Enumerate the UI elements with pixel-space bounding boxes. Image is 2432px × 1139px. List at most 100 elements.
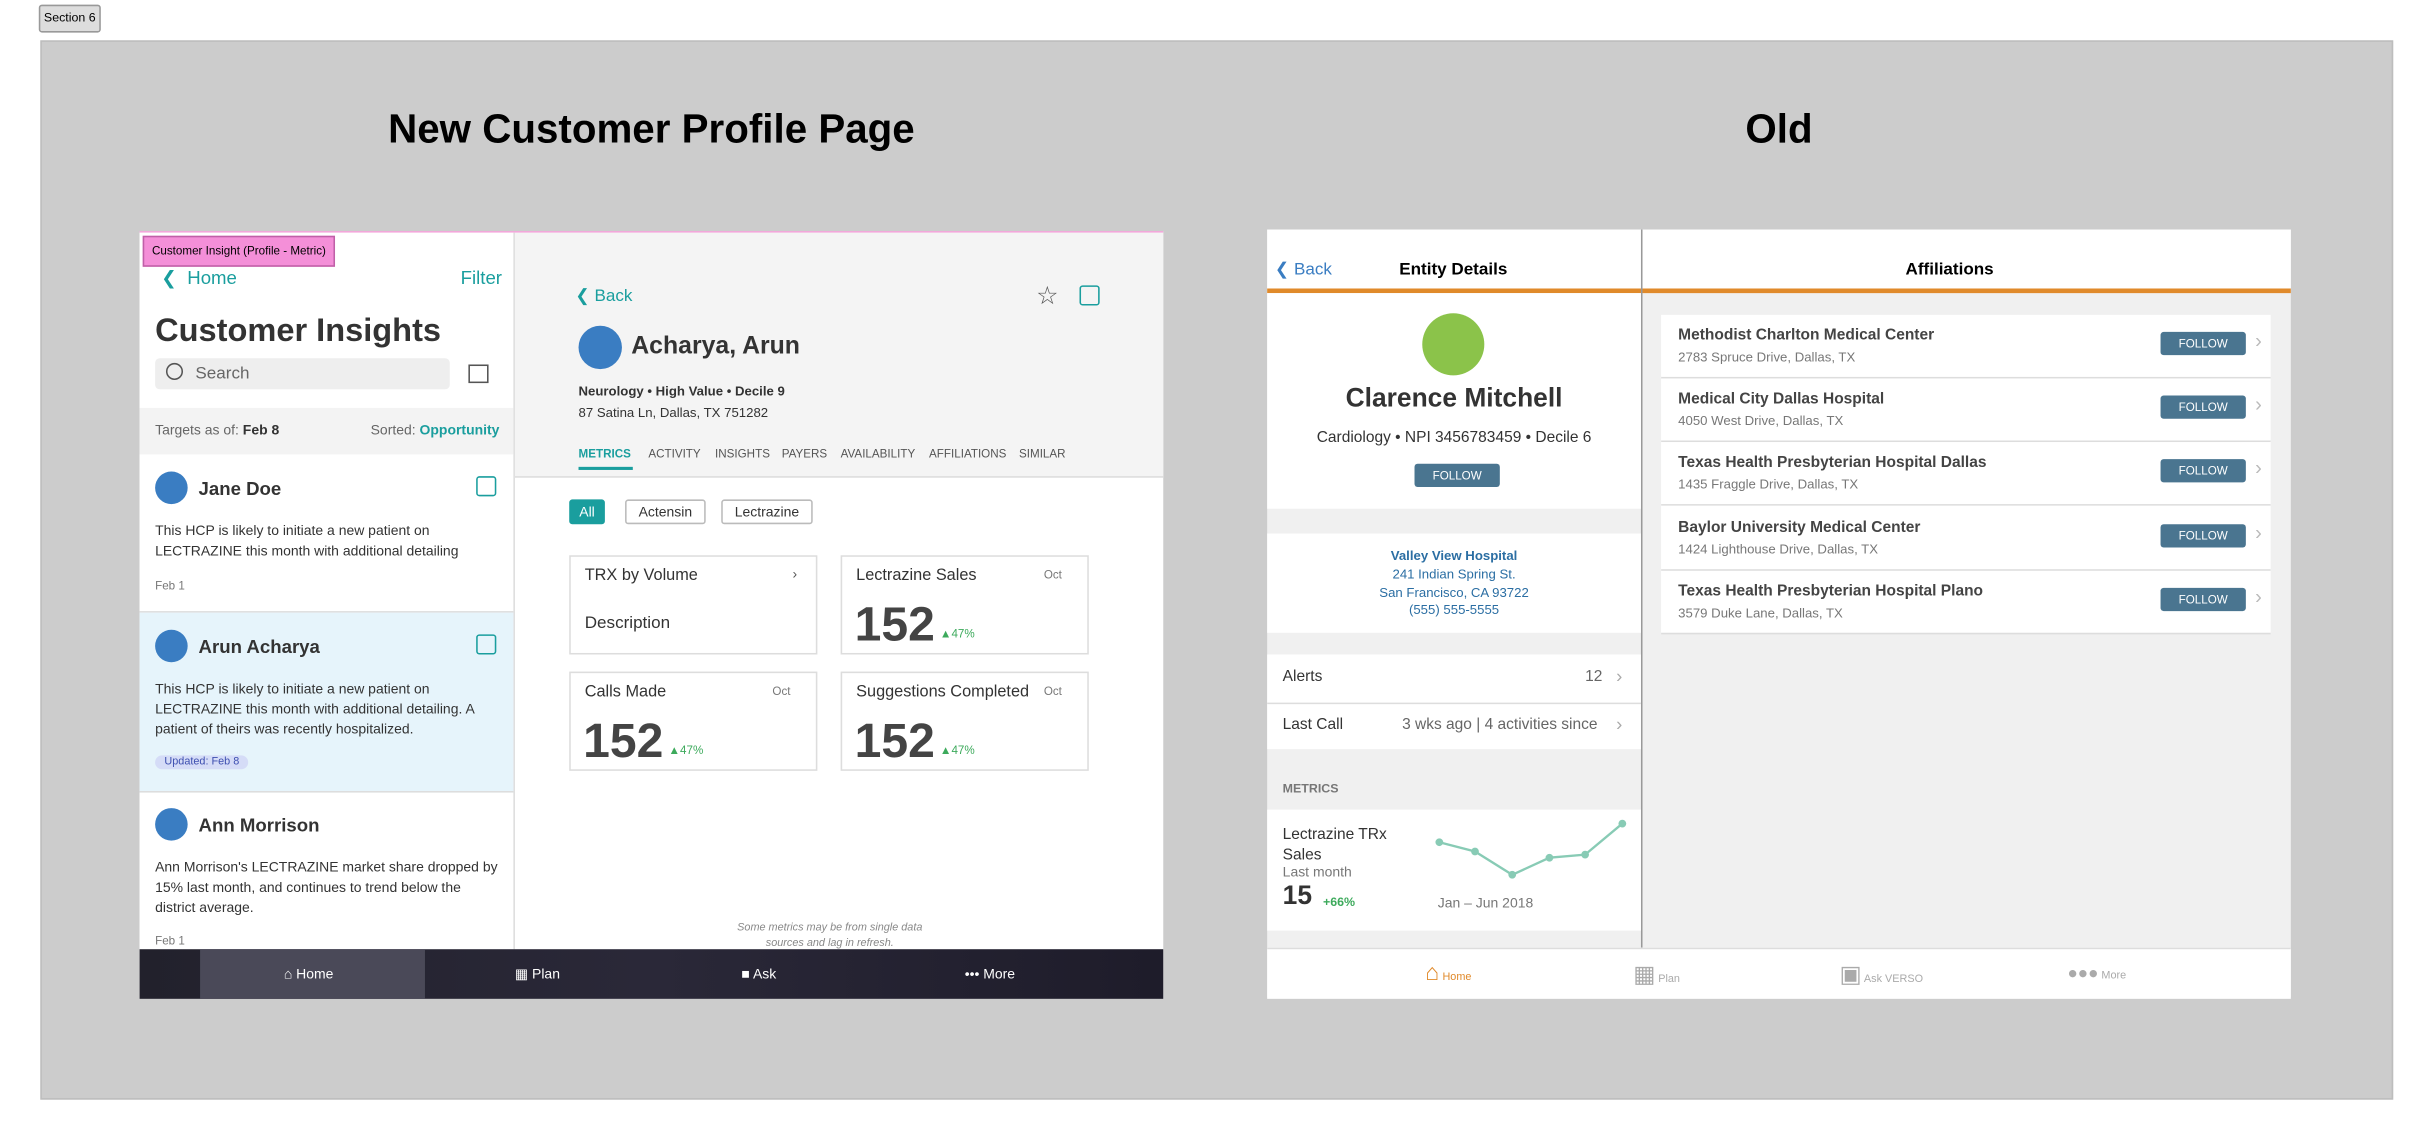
nav-active-bg [200, 949, 425, 999]
targets-label: Targets as of: [155, 421, 239, 438]
old-bottom-nav [1267, 947, 2291, 999]
card-period: Oct [772, 683, 791, 698]
star-icon[interactable]: ☆ [1036, 283, 1059, 311]
avatar [155, 629, 188, 663]
sparkline-dots [1435, 819, 1627, 879]
hospital-name[interactable]: Valley View Hospital [1390, 547, 1518, 564]
back-label: Home [187, 266, 237, 289]
up-arrow: ▲ [668, 742, 681, 757]
chevron: › [2255, 328, 2262, 353]
item-name: Arun Acharya [198, 635, 320, 658]
nav-label: Ask [752, 966, 777, 982]
metric-change: +66% [1323, 894, 1356, 909]
card[interactable] [840, 555, 1089, 655]
profile-address: 87 Satina Ln, Dallas, TX 751282 [578, 404, 769, 421]
row-separator [1267, 702, 1641, 705]
tab[interactable]: INSIGHTS [715, 446, 770, 461]
affiliation-row[interactable] [1661, 315, 2271, 379]
up-arrow: ▲ [939, 742, 952, 757]
item-date: Feb 1 [155, 578, 185, 593]
follow-button[interactable]: FOLLOW [2160, 523, 2246, 547]
back-home[interactable]: ❮ Home [161, 267, 237, 289]
follow-button[interactable]: FOLLOW [1414, 463, 1500, 488]
calendar-icon[interactable] [1079, 285, 1100, 306]
alerts-label[interactable]: Alerts [1282, 668, 1323, 686]
nav-ask[interactable]: ■ Ask [741, 966, 777, 982]
old-back[interactable]: ❮ Back [1275, 259, 1332, 280]
old-nav-ask[interactable]: ▣ Ask VERSO [1839, 960, 1923, 988]
profile-back[interactable]: ❮ Back [575, 285, 632, 306]
tab[interactable]: ACTIVITY [648, 446, 701, 461]
map-icon[interactable] [468, 364, 489, 384]
item-name: Ann Morrison [198, 814, 320, 836]
old-frame: ❮ Back Entity Details Affiliations Clare… [1267, 229, 2291, 999]
sidebar [139, 232, 515, 950]
affiliation-name: Texas Health Presbyterian Hospital Plano [1678, 582, 1984, 600]
change-value: 47% [951, 742, 975, 757]
tag: Customer Insight (Profile - Metric) [142, 235, 336, 267]
chevron: ❮ [161, 266, 188, 289]
nav-more[interactable]: ••• More [964, 966, 1016, 982]
footnote: Some metrics may be from single data sou… [737, 922, 923, 950]
section-label: Section 6 [38, 4, 101, 33]
affiliation-row[interactable] [1661, 379, 2271, 443]
item[interactable] [139, 456, 514, 613]
nav-home[interactable]: ⌂ Home [283, 966, 334, 982]
check-icon[interactable] [476, 634, 497, 655]
card-change: ▲47% [940, 627, 975, 641]
avatar [155, 808, 188, 841]
nav-label: More [983, 966, 1016, 982]
metrics-label: METRICS [1282, 781, 1339, 796]
card-value: 152 [854, 597, 935, 652]
avatar [155, 471, 188, 505]
chevron: › [792, 566, 798, 582]
follow-button[interactable]: FOLLOW [2160, 459, 2246, 483]
old-nav-plan[interactable]: ▦ Plan [1633, 960, 1680, 988]
card[interactable] [569, 671, 818, 771]
chip[interactable]: Lectrazine [721, 499, 813, 525]
chip[interactable]: Actensin [625, 499, 706, 525]
tab-active[interactable]: METRICS [578, 446, 631, 461]
old-nav-home[interactable]: ⌂ Home [1425, 960, 1471, 986]
metric-card [1267, 809, 1641, 931]
tab[interactable]: AFFILIATIONS [929, 446, 1007, 461]
search-icon [165, 362, 184, 380]
nav-plan[interactable]: ▦ Plan [514, 966, 560, 982]
icon: ⌂ [1425, 960, 1440, 987]
change-value: 47% [680, 742, 704, 757]
affiliation-row[interactable] [1661, 507, 2271, 571]
sorted[interactable]: Sorted: Opportunity [371, 422, 500, 438]
tab[interactable]: PAYERS [781, 446, 828, 461]
affiliation-address: 1435 Fraggle Drive, Dallas, TX [1678, 476, 1859, 493]
chevron: › [2255, 456, 2262, 480]
old-nav-more[interactable]: ●●● More [2067, 965, 2126, 984]
follow-button[interactable]: FOLLOW [2160, 587, 2246, 611]
affiliation-row[interactable] [1661, 570, 2271, 635]
profile-details: Neurology • High Value • Decile 9 [578, 383, 785, 399]
affiliation-row[interactable] [1661, 443, 2271, 507]
check-icon[interactable] [476, 476, 497, 497]
hospital-line: 241 Indian Spring St. [1392, 566, 1516, 582]
follow-button[interactable]: FOLLOW [2160, 395, 2246, 420]
chevron: › [2255, 392, 2262, 416]
profile-name: Acharya, Arun [631, 333, 800, 360]
filter[interactable]: Filter [460, 266, 503, 289]
card-change: ▲47% [668, 743, 703, 757]
item-badge: Updated: Feb 8 [155, 755, 249, 770]
follow-button[interactable]: FOLLOW [2160, 331, 2246, 356]
entity-name: Clarence Mitchell [1345, 383, 1563, 413]
search-box[interactable] [155, 358, 450, 390]
last-call-label[interactable]: Last Call [1282, 716, 1344, 734]
nav-label: Home [296, 966, 334, 982]
chip-active[interactable]: All [569, 499, 605, 525]
tab[interactable]: SIMILAR [1019, 446, 1066, 461]
chevron: › [2255, 584, 2262, 608]
tab[interactable]: AVAILABILITY [840, 446, 916, 461]
affiliations-header: Affiliations [1905, 260, 1994, 280]
item-name: Jane Doe [198, 477, 282, 500]
nav-label: Home [1442, 972, 1472, 984]
card[interactable] [840, 671, 1089, 771]
card[interactable] [569, 555, 818, 655]
